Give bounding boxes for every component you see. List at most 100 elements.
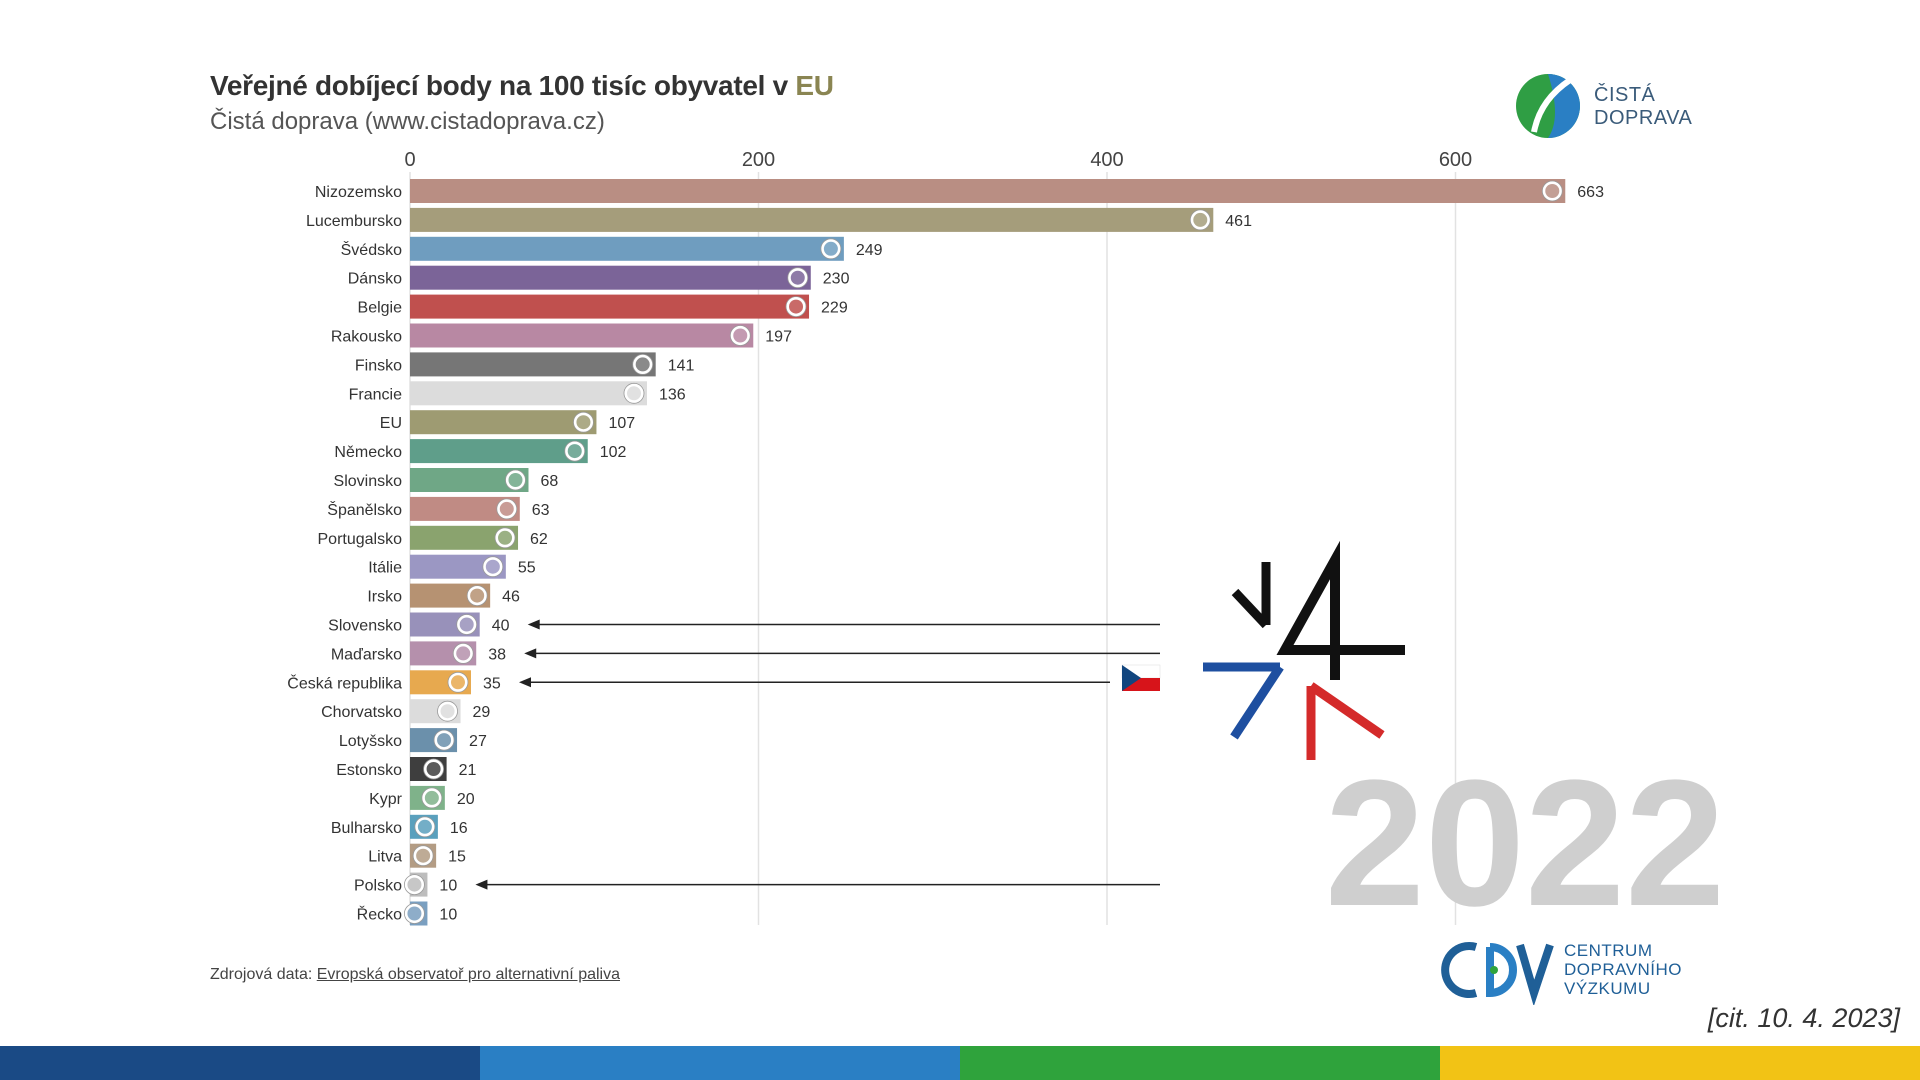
source-note: Zdrojová data: Evropská observatoř pro a…	[210, 966, 620, 984]
category-label: Estonsko	[336, 762, 402, 779]
chart-subtitle: Čistá doprava (www.cistadoprava.cz)	[210, 108, 605, 135]
flag-icon-fill	[508, 473, 523, 487]
bar-row: Česká republika 35	[287, 670, 501, 695]
flag-icon-fill	[470, 588, 485, 603]
category-label: Řecko	[357, 905, 402, 924]
value-label: 20	[457, 791, 475, 808]
bar-row: Lucembursko 461	[306, 207, 1252, 232]
v4-logo-four	[1276, 540, 1405, 680]
chart-title: Veřejné dobíjecí body na 100 tisíc obyva…	[210, 70, 834, 102]
flag-icon-fill	[440, 704, 455, 719]
value-label: 63	[532, 502, 550, 519]
stripe-segment	[960, 1046, 1440, 1080]
bar-row: Švédsko 249	[341, 236, 883, 261]
flag-icon-fill	[437, 733, 452, 748]
value-label: 21	[459, 762, 477, 779]
category-label: Rakousko	[331, 329, 402, 346]
flag-icon-fill	[498, 530, 513, 545]
x-tick-label: 200	[742, 149, 775, 171]
category-label: Portugalsko	[318, 531, 403, 548]
category-label: EU	[380, 415, 402, 432]
x-tick-label: 600	[1439, 149, 1472, 171]
cdv-line-3: VÝZKUMU	[1564, 979, 1651, 998]
category-label: Itálie	[368, 560, 402, 577]
category-label: Finsko	[355, 357, 402, 374]
bar-row: Chorvatsko 29	[321, 699, 491, 724]
bars: Nizozemsko 663 Lucembursko 461 Švédsko 249 Dán…	[287, 179, 1604, 926]
flag-icon-fill	[417, 819, 432, 834]
category-label: Irsko	[367, 589, 402, 606]
bar-row: Rakousko 197	[331, 323, 792, 348]
value-label: 107	[608, 415, 635, 432]
value-label: 249	[856, 242, 883, 259]
value-label: 35	[483, 675, 501, 692]
source-prefix: Zdrojová data:	[210, 966, 317, 983]
logo-line-1: ČISTÁ	[1594, 84, 1656, 106]
arrowhead-icon	[527, 619, 540, 630]
flag-icon-fill	[789, 299, 804, 314]
year-watermark-group: 2022	[1325, 743, 1725, 944]
cista-doprava-logo: ČISTÁ DOPRAVA	[1510, 70, 1710, 142]
category-label: Chorvatsko	[321, 704, 402, 721]
x-tick-label: 400	[1090, 149, 1123, 171]
bottom-color-stripe	[0, 1046, 1920, 1080]
year-watermark: 2022	[1325, 743, 1725, 944]
bar-row: Dánsko 230	[348, 265, 850, 290]
bar	[410, 294, 810, 319]
arrowhead-icon	[524, 648, 537, 659]
chart-title-main: Veřejné dobíjecí body na 100 tisíc obyva…	[210, 70, 796, 101]
cdv-logo-text: CENTRUM DOPRAVNÍHO VÝZKUMU	[1564, 941, 1682, 998]
category-label: Nizozemsko	[315, 184, 402, 201]
value-label: 40	[492, 618, 510, 635]
value-label: 15	[448, 849, 466, 866]
value-label: 16	[450, 820, 468, 837]
value-label: 10	[439, 878, 457, 895]
category-label: Litva	[368, 849, 402, 866]
bar	[410, 265, 811, 290]
flag-icon-fill	[416, 848, 431, 863]
category-label: Lotyšsko	[339, 733, 402, 750]
bar-row: Slovensko 40	[328, 612, 510, 637]
bar-row: Slovinsko 68	[334, 468, 558, 492]
highlight-arrows	[475, 619, 1160, 890]
category-label: Slovensko	[328, 618, 402, 635]
category-label: Španělsko	[327, 500, 402, 519]
stripe-segment	[480, 1046, 960, 1080]
flag-icon-fill	[790, 270, 805, 285]
value-label: 136	[659, 386, 686, 403]
bar	[410, 352, 656, 377]
v4-logo-blue-stroke	[1230, 664, 1284, 740]
cdv-logo-icon	[1441, 942, 1554, 1007]
category-label: Švédsko	[341, 240, 402, 259]
bar-row: Estonsko 21	[336, 757, 476, 781]
flag-icon-fill	[459, 617, 474, 632]
flag-icon-fill	[407, 906, 422, 921]
cista-doprava-logo-icon	[1516, 74, 1580, 138]
bar-row: Kypr 20	[369, 785, 475, 810]
bar-row: Polsko 10	[354, 872, 457, 897]
v4-logo-red-stroke	[1308, 682, 1385, 739]
flag-icon-fill	[426, 762, 441, 776]
bar-row: Itálie 55	[368, 554, 536, 579]
value-label: 197	[765, 329, 792, 346]
value-label: 461	[1225, 213, 1252, 230]
value-label: 55	[518, 560, 536, 577]
chart-title-accent: EU	[795, 70, 834, 101]
source-link[interactable]: Evropská observatoř pro alternativní pal…	[316, 966, 620, 983]
flag-icon-fill	[499, 501, 514, 516]
bar-row: EU 107	[380, 410, 635, 435]
flag-icon-fill	[485, 559, 500, 574]
value-label: 29	[473, 704, 491, 721]
value-label: 46	[502, 589, 520, 606]
cdv-logo: CENTRUM DOPRAVNÍHO VÝZKUMU	[1440, 935, 1740, 1007]
x-axis-ticks: 0 200 400 600	[404, 149, 1472, 171]
bar-row: Nizozemsko 663	[315, 179, 1604, 203]
bar	[410, 381, 647, 406]
value-label: 663	[1577, 184, 1604, 201]
flag-icon-fill	[567, 444, 582, 459]
bar-row: Německo 102	[334, 439, 627, 464]
flag-icon-fill	[424, 790, 439, 805]
value-label: 102	[600, 444, 627, 461]
logo-line-2: DOPRAVA	[1594, 107, 1693, 129]
flag-icon-fill	[450, 675, 465, 690]
